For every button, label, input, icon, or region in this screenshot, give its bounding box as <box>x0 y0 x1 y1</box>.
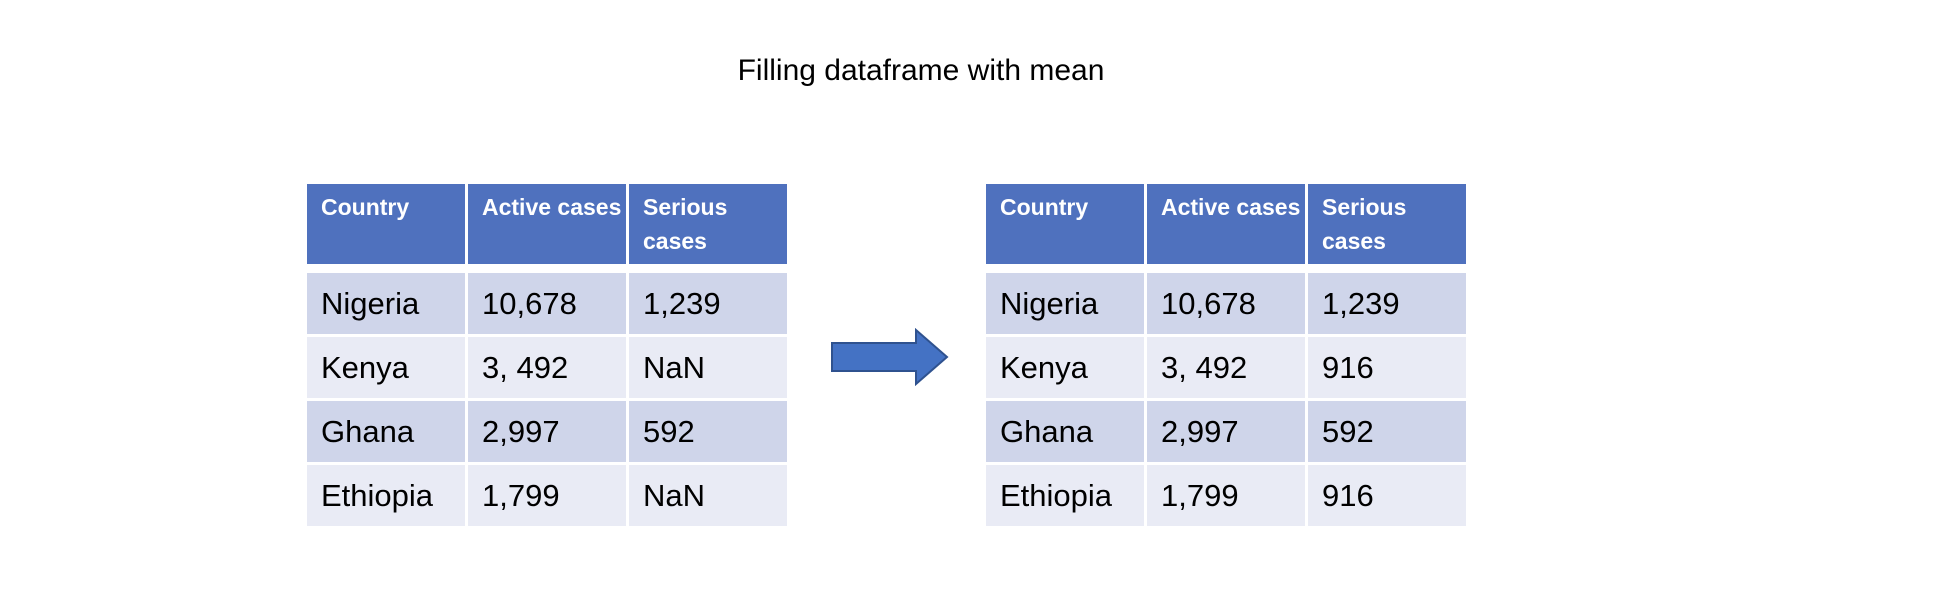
table-cell: Kenya <box>307 337 465 398</box>
table-row: Ghana 2,997 592 <box>986 401 1466 462</box>
column-header: Serious cases <box>1308 184 1466 264</box>
table-cell: 3, 492 <box>1147 337 1305 398</box>
table-cell: 1,239 <box>629 273 787 334</box>
header-row: Country Active cases Serious cases <box>986 184 1466 264</box>
table-row: Ethiopia 1,799 NaN <box>307 465 787 526</box>
table-cell: 2,997 <box>468 401 626 462</box>
table-cell: 3, 492 <box>468 337 626 398</box>
table-cell: Ethiopia <box>986 465 1144 526</box>
table-cell: 592 <box>629 401 787 462</box>
diagram-title: Filling dataframe with mean <box>737 54 1105 87</box>
table-row: Kenya 3, 492 916 <box>986 337 1466 398</box>
column-header: Serious cases <box>629 184 787 264</box>
table-cell: Ghana <box>986 401 1144 462</box>
table-cell: Nigeria <box>307 273 465 334</box>
column-header: Country <box>986 184 1144 264</box>
table-cell: NaN <box>629 465 787 526</box>
table-cell: 1,799 <box>468 465 626 526</box>
table-cell: 592 <box>1308 401 1466 462</box>
table-row: Nigeria 10,678 1,239 <box>986 273 1466 334</box>
table-row: Ghana 2,997 592 <box>307 401 787 462</box>
right-arrow-icon <box>831 328 949 386</box>
column-header: Active cases <box>468 184 626 264</box>
original-dataframe-table: Country Active cases Serious cases Nigeria 1… <box>304 181 790 529</box>
table-cell: 916 <box>1308 465 1466 526</box>
table-row: Nigeria 10,678 1,239 <box>307 273 787 334</box>
table-cell: 1,799 <box>1147 465 1305 526</box>
table-cell: NaN <box>629 337 787 398</box>
table-cell: Ghana <box>307 401 465 462</box>
filled-dataframe-table: Country Active cases Serious cases Nigeria 1… <box>983 181 1469 529</box>
table-cell: Nigeria <box>986 273 1144 334</box>
column-header: Active cases <box>1147 184 1305 264</box>
header-row: Country Active cases Serious cases <box>307 184 787 264</box>
table-cell: 916 <box>1308 337 1466 398</box>
table-row: Ethiopia 1,799 916 <box>986 465 1466 526</box>
column-header: Country <box>307 184 465 264</box>
table-row: Kenya 3, 492 NaN <box>307 337 787 398</box>
table-cell: Kenya <box>986 337 1144 398</box>
table-cell: 10,678 <box>1147 273 1305 334</box>
table-cell: 2,997 <box>1147 401 1305 462</box>
table-cell: 10,678 <box>468 273 626 334</box>
table-cell: Ethiopia <box>307 465 465 526</box>
table-cell: 1,239 <box>1308 273 1466 334</box>
